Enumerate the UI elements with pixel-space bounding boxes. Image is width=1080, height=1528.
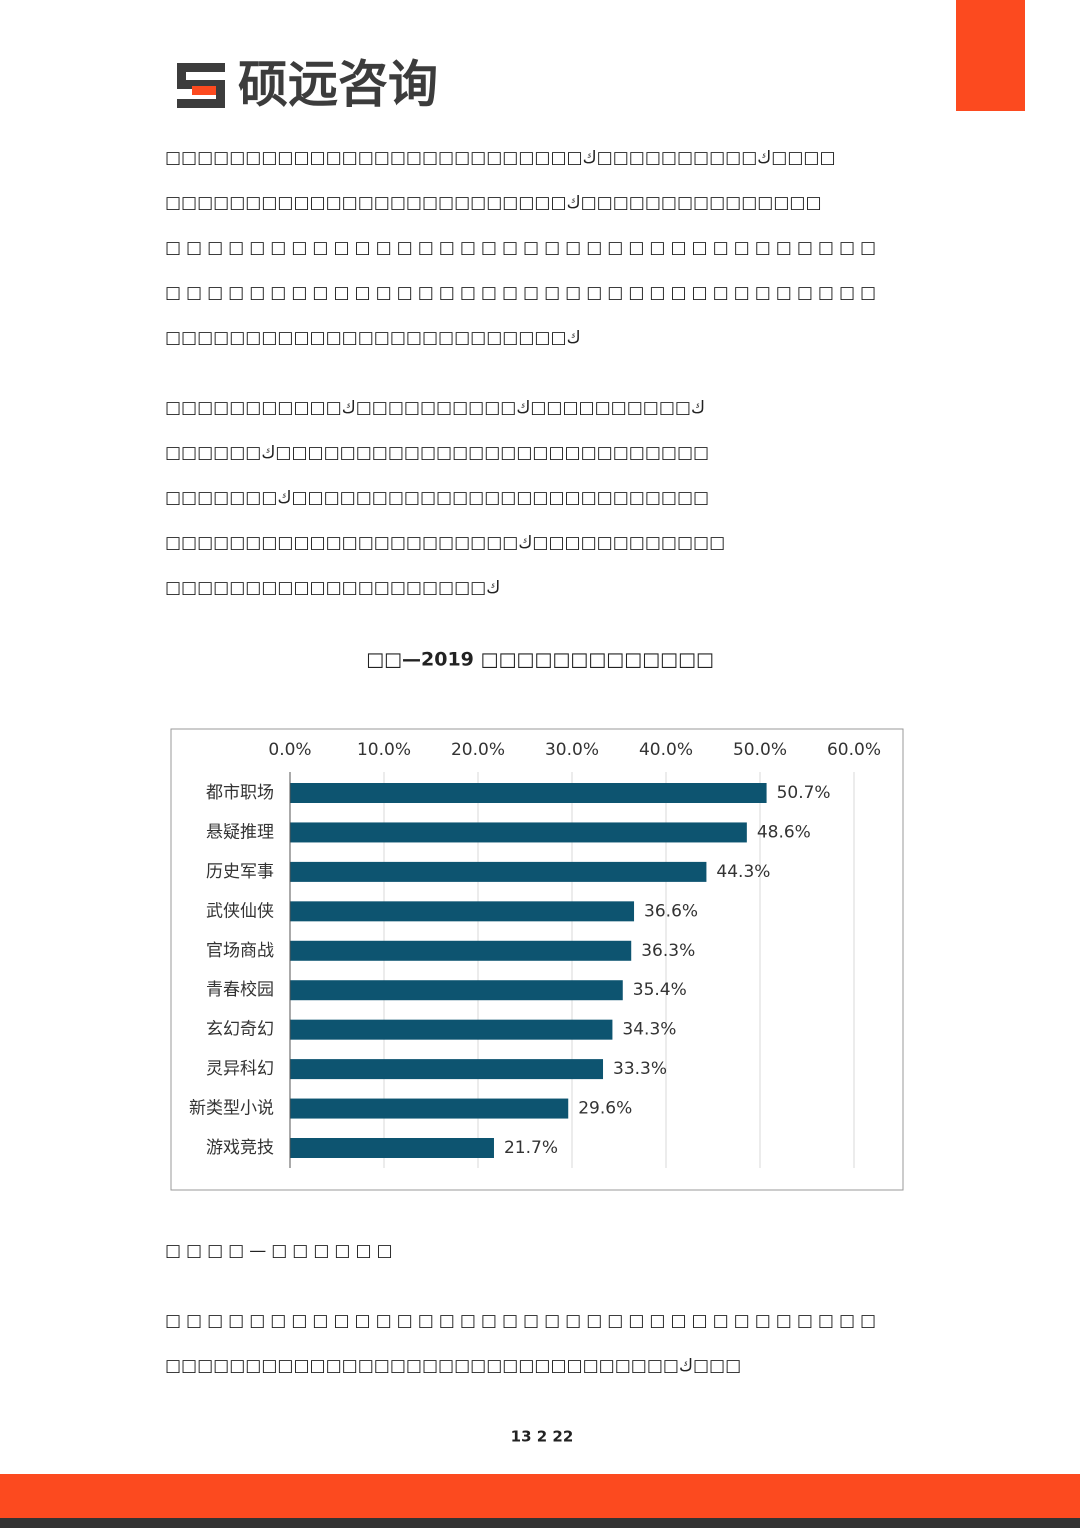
corner-block bbox=[956, 0, 1025, 111]
x-tick-label: 50.0% bbox=[733, 740, 787, 760]
bar bbox=[290, 1059, 604, 1080]
paragraph-line: □□□□□□□□□□□□□□□□□□□□□□□□□□□□□□□□□□ bbox=[165, 283, 881, 303]
bar bbox=[290, 1098, 569, 1119]
chart-frame bbox=[170, 728, 904, 1191]
paragraph-line: □□□□□□□□□□□ك□□□□□□□□□□ك□□□□□□□□□□ك bbox=[165, 398, 705, 418]
x-tick-label: 30.0% bbox=[545, 740, 599, 760]
x-tick-label: 60.0% bbox=[827, 740, 881, 760]
bar bbox=[290, 940, 632, 961]
y-tick-label: 玄幻奇幻 bbox=[206, 1020, 274, 1040]
paragraph-line: □□□□□□□ك□□□□□□□□□□□□□□□□□□□□□□□□□□ bbox=[165, 488, 709, 508]
logo-icon bbox=[177, 63, 225, 108]
value-label: 29.6% bbox=[578, 1099, 632, 1119]
y-tick-label: 官场商战 bbox=[206, 941, 274, 961]
paragraph-line: □□□□□□□□□□□□□□□□□□□□□□□□□ك□□□□□□□□□□□□□□… bbox=[165, 193, 822, 213]
value-label: 44.3% bbox=[716, 862, 770, 882]
value-label: 33.3% bbox=[613, 1059, 667, 1079]
y-tick-label: 都市职场 bbox=[206, 783, 274, 803]
y-tick-label: 武侠仙侠 bbox=[206, 901, 274, 921]
paragraph-line: □□□□□□□□□□□□□□□□□□□□□□□□□□□□□□□□□□ bbox=[165, 1311, 881, 1331]
value-label: 35.4% bbox=[633, 980, 687, 1000]
y-tick-label: 游戏竞技 bbox=[206, 1138, 274, 1158]
bar bbox=[290, 901, 635, 922]
bar bbox=[290, 822, 747, 843]
x-tick-label: 40.0% bbox=[639, 740, 693, 760]
chart-title: □□—2019 □□□□□□□□□□□□□ bbox=[366, 649, 714, 671]
x-tick-label: 0.0% bbox=[268, 740, 311, 760]
paragraph-line: □□□□□□□□□□□□□□□□□□□□□□ك□□□□□□□□□□□□ bbox=[165, 533, 725, 553]
value-label: 48.6% bbox=[757, 822, 811, 842]
paragraph-line: □□□□□□□□□□□□□□□□□□□□□□□□□□□□□□□□ك□□□ bbox=[165, 1356, 741, 1376]
paragraph-line: □□□□□□□□□□□□□□□□□□□□□□□□□□ك□□□□□□□□□□ك□□… bbox=[165, 148, 836, 168]
footer-bar bbox=[0, 1474, 1080, 1518]
value-label: 21.7% bbox=[504, 1138, 558, 1158]
x-tick-label: 20.0% bbox=[451, 740, 505, 760]
paragraph-line: □□□□□□□□□□□□□□□□□□□□ك bbox=[165, 578, 500, 598]
y-tick-label: 历史军事 bbox=[206, 862, 274, 882]
paragraph-line: □□□□□□ك□□□□□□□□□□□□□□□□□□□□□□□□□□□ bbox=[165, 443, 709, 463]
x-tick-label: 10.0% bbox=[357, 740, 411, 760]
bar bbox=[290, 1019, 613, 1040]
value-label: 50.7% bbox=[777, 783, 831, 803]
page-number: 13 2 22 bbox=[511, 1428, 574, 1446]
y-tick-label: 青春校园 bbox=[206, 980, 274, 1000]
y-tick-label: 悬疑推理 bbox=[206, 822, 274, 842]
y-tick-label: 灵异科幻 bbox=[206, 1059, 274, 1079]
bar bbox=[290, 980, 623, 1001]
paragraph-line: □□□□□□□□□□□□□□□□□□□□□□□□□□□□□□□□□□ bbox=[165, 238, 881, 258]
logo-text: 硕远咨询 bbox=[238, 56, 438, 114]
bar bbox=[290, 861, 707, 882]
footer-strip bbox=[0, 1518, 1080, 1528]
y-tick-label: 新类型小说 bbox=[189, 1099, 274, 1119]
bar bbox=[290, 1138, 494, 1158]
value-label: 36.6% bbox=[644, 901, 698, 921]
paragraph-line: □□□□□□□□□□□□□□□□□□□□□□□□□ك bbox=[165, 328, 581, 348]
value-label: 34.3% bbox=[622, 1020, 676, 1040]
section-heading: □□□□—□□□□□□ bbox=[165, 1241, 398, 1261]
bar bbox=[290, 783, 767, 803]
value-label: 36.3% bbox=[641, 941, 695, 961]
